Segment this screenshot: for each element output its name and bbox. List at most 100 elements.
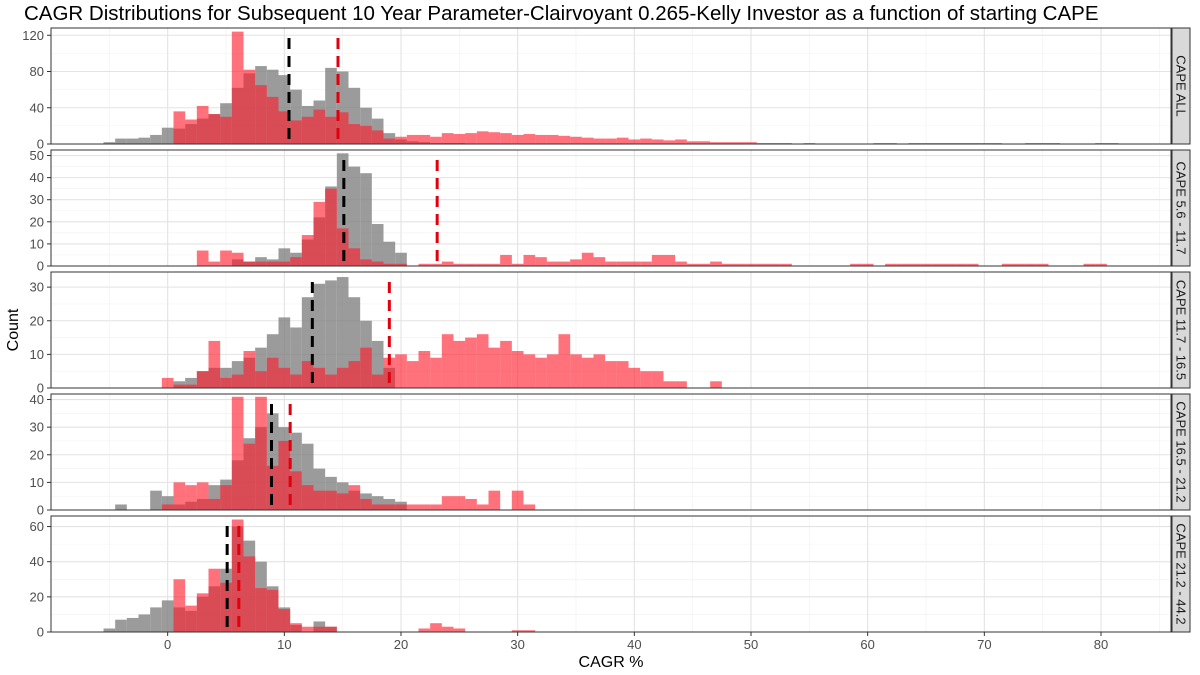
y-tick-label: 40 [30, 554, 44, 569]
gray-bar [185, 377, 197, 388]
red-bar [290, 257, 302, 266]
red-bar [278, 609, 291, 632]
red-bar [698, 263, 711, 266]
panel-border [50, 271, 1172, 389]
red-bar [628, 261, 641, 266]
gray-bar [348, 87, 361, 144]
red-bar [336, 367, 349, 388]
red-bar [488, 263, 501, 266]
red-bar [371, 261, 384, 266]
y-axis-title: Count [5, 308, 22, 351]
red-bar [465, 337, 477, 388]
x-tick-label: 0 [164, 637, 171, 652]
red-bar [371, 130, 384, 144]
red-bar [511, 263, 524, 266]
red-bar [196, 105, 209, 144]
red-bar [488, 132, 501, 144]
red-bar [453, 496, 466, 510]
red-bar [208, 261, 221, 266]
y-tick-label: 20 [30, 313, 44, 328]
red-bar [733, 142, 746, 144]
red-bar [570, 354, 582, 388]
red-bar [780, 263, 792, 266]
red-bar [208, 114, 221, 144]
red-bar [348, 124, 361, 144]
red-bar [185, 384, 197, 388]
red-bar [453, 628, 466, 632]
red-bar [605, 138, 617, 144]
red-bar [418, 134, 431, 144]
red-bar [301, 361, 314, 388]
facet-strip-label: CAPE 11.7 - 16.5 [1174, 280, 1189, 380]
red-bar [301, 116, 314, 144]
red-bar [721, 263, 734, 266]
red-bar [278, 111, 291, 144]
y-tick-label: 30 [30, 192, 44, 207]
y-tick-label: 120 [22, 28, 44, 43]
red-bar [278, 440, 291, 510]
red-bar [745, 142, 757, 144]
red-bar [745, 263, 757, 266]
red-bar [1036, 263, 1049, 266]
red-bar [220, 116, 232, 144]
y-tick-label: 0 [37, 137, 44, 152]
facet-panel: 0 10 20 30 40 50 CAPE 5.6 - 11.7 [30, 148, 1191, 274]
panel-background [51, 150, 1171, 266]
red-bar [488, 347, 501, 388]
red-bar [955, 263, 967, 266]
red-bar [710, 142, 722, 144]
red-bar [383, 504, 396, 510]
gray-bar [161, 496, 174, 510]
red-bar [255, 371, 267, 388]
gray-bar [255, 257, 267, 266]
x-tick-label: 10 [277, 637, 291, 652]
gray-bar [336, 153, 349, 266]
red-bar [465, 133, 477, 144]
gray-bar [161, 127, 174, 144]
y-tick-label: 30 [30, 280, 44, 295]
red-bar [325, 490, 337, 510]
red-bar [348, 361, 361, 388]
red-bar [196, 250, 209, 266]
facet-strip [1171, 515, 1191, 633]
red-bar [885, 263, 897, 266]
red-bar [313, 109, 326, 144]
red-bar [220, 250, 232, 266]
gray-bar [278, 75, 291, 144]
red-bar [325, 188, 337, 266]
y-tick-label: 10 [30, 475, 44, 490]
red-bar [535, 257, 547, 266]
red-bar [231, 31, 244, 144]
gray-bar [313, 283, 326, 388]
red-bar [441, 261, 454, 266]
red-bar [418, 351, 431, 388]
red-bar [255, 588, 267, 632]
red-bar [663, 254, 676, 266]
red-bar [255, 261, 267, 266]
red-bar [698, 141, 711, 144]
red-bar [208, 498, 221, 510]
red-bar [488, 490, 501, 510]
red-bar [640, 371, 652, 388]
red-bar [861, 263, 874, 266]
red-bar [430, 623, 442, 632]
red-bar [196, 482, 209, 510]
red-bar [173, 482, 186, 510]
red-bar [441, 626, 454, 632]
red-bar [196, 593, 209, 632]
red-bar [593, 354, 606, 388]
red-bar [290, 471, 302, 510]
red-bar [208, 568, 221, 632]
red-bar [383, 263, 396, 266]
red-bar [336, 493, 349, 510]
chart-title: CAGR Distributions for Subsequent 10 Yea… [24, 2, 1099, 25]
red-bar [173, 111, 186, 144]
red-bar [161, 377, 174, 388]
gray-bar [115, 138, 127, 144]
red-bar [313, 201, 326, 266]
x-tick-label: 20 [394, 637, 408, 652]
panel-border [50, 149, 1172, 267]
red-bar [511, 351, 524, 388]
y-tick-label: 20 [30, 589, 44, 604]
gray-bar [161, 600, 174, 632]
